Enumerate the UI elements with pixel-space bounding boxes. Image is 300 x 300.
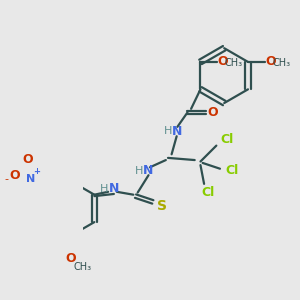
- Text: CH₃: CH₃: [73, 262, 91, 272]
- Text: N: N: [172, 125, 182, 138]
- Text: CH₃: CH₃: [272, 58, 290, 68]
- Text: Cl: Cl: [220, 133, 234, 146]
- Text: S: S: [157, 199, 167, 213]
- Text: Cl: Cl: [225, 164, 238, 177]
- Text: O: O: [265, 56, 276, 68]
- Text: O: O: [9, 169, 20, 182]
- Text: N: N: [109, 182, 119, 195]
- Text: H: H: [135, 166, 143, 176]
- Text: H: H: [100, 184, 109, 194]
- Text: CH₃: CH₃: [225, 58, 243, 68]
- Text: O: O: [218, 56, 228, 68]
- Text: +: +: [33, 167, 40, 176]
- Text: O: O: [65, 252, 76, 266]
- Text: Cl: Cl: [201, 186, 214, 199]
- Text: -: -: [4, 174, 8, 184]
- Text: N: N: [26, 174, 36, 184]
- Text: H: H: [164, 126, 172, 136]
- Text: O: O: [207, 106, 218, 119]
- Text: N: N: [143, 164, 154, 177]
- Text: O: O: [22, 153, 33, 166]
